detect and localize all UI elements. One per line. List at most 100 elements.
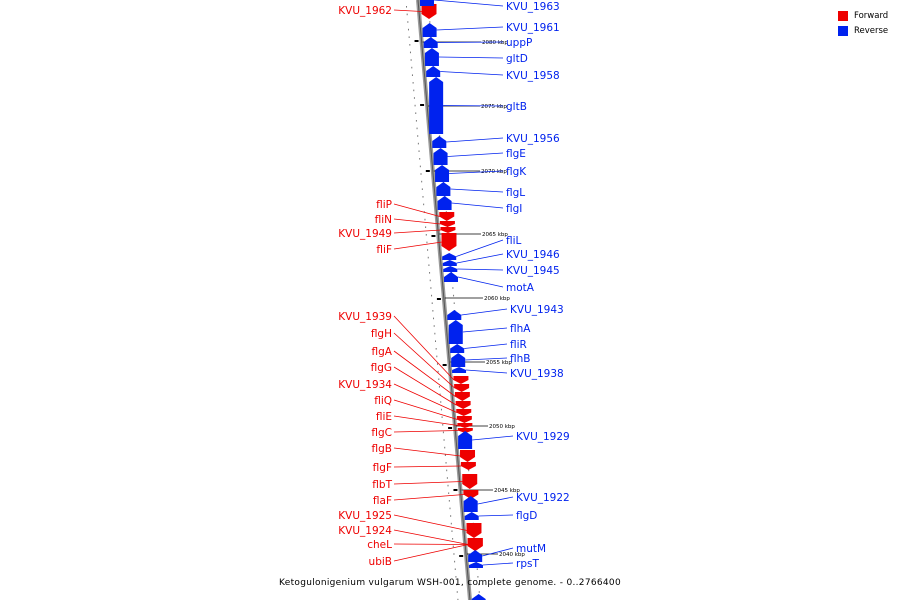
guide-dot — [444, 454, 446, 456]
guide-dot — [425, 226, 427, 228]
guide-dot — [446, 469, 448, 472]
reverse-gene-glyph — [443, 266, 458, 272]
guide-dot — [437, 370, 439, 373]
guide-dot — [432, 310, 434, 312]
guide-dot — [422, 196, 424, 198]
reverse-gene-label: flgE — [506, 148, 526, 160]
reverse-gene-label: KVU_1943 — [510, 304, 564, 316]
guide-dot — [419, 165, 421, 168]
forward-gene-label: flbT — [372, 479, 392, 491]
forward-genes: KVU_1962 fliP fliN KVU_1949 fliF KVU_1939 flgH… — [338, 4, 483, 568]
scale-mark — [436, 298, 441, 300]
guide-dot — [410, 59, 412, 61]
reverse-gene-label: KVU_1946 — [506, 249, 560, 261]
guide-dot — [443, 439, 445, 441]
forward-gene-label: KVU_1934 — [338, 379, 392, 391]
scale-mark — [448, 427, 453, 429]
guide-dot — [453, 302, 455, 304]
reverse-gene-glyph — [435, 165, 450, 182]
tick-label: 2080 kbp — [482, 40, 508, 46]
guide-dot — [435, 348, 437, 350]
reverse-leader-line — [438, 56, 504, 59]
reverse-gene-glyph — [444, 272, 459, 282]
guide-dot — [440, 408, 442, 411]
forward-gene-glyph — [455, 401, 471, 409]
reverse-leader-line — [457, 268, 504, 271]
forward-gene-label: fliN — [375, 214, 392, 226]
reverse-gene-label: KVU_1938 — [510, 368, 564, 380]
forward-gene-glyph — [456, 416, 472, 423]
reverse-gene-label: flhB — [510, 353, 530, 365]
scale-mark — [453, 489, 458, 491]
guide-dot — [419, 158, 421, 160]
forward-leader-line — [393, 350, 456, 397]
genome-caption: Ketogulonigenium vulgarum WSH-001, compl… — [279, 578, 621, 588]
reverse-gene-glyph — [423, 37, 438, 48]
reverse-leader-line — [461, 308, 508, 316]
forward-leader-line — [393, 315, 455, 381]
guide-dot — [468, 469, 470, 472]
reverse-gene-label: gltB — [506, 101, 527, 113]
guide-dot — [414, 104, 416, 107]
reverse-leader-line — [482, 547, 514, 557]
reverse-gene-label: uppP — [506, 37, 532, 49]
guide-dot — [406, 6, 408, 8]
guide-dot — [448, 500, 450, 502]
guide-dot — [453, 294, 455, 297]
forward-gene-glyph — [460, 462, 476, 470]
reverse-gene-label: flhA — [510, 323, 531, 335]
guide-dot — [450, 522, 452, 525]
reverse-gene-label: fliR — [510, 339, 527, 351]
forward-leader-line — [393, 332, 455, 389]
reverse-gene-label: mutM — [516, 543, 546, 555]
forward-gene-label: flgB — [372, 443, 392, 455]
guide-dot — [428, 264, 430, 266]
guide-dot — [413, 97, 415, 99]
forward-gene-label: flaF — [373, 495, 392, 507]
forward-leader-line — [393, 529, 469, 545]
guide-dot — [454, 568, 456, 570]
reverse-gene-glyph — [468, 550, 483, 562]
guide-dot — [442, 424, 444, 426]
forward-gene-glyph — [463, 490, 479, 499]
forward-leader-line — [393, 415, 458, 426]
reverse-gene-glyph — [432, 136, 447, 148]
reverse-leader-line — [449, 170, 504, 174]
reverse-leader-line — [447, 152, 504, 157]
reverse-gene-label: rpsT — [516, 558, 539, 570]
reverse-gene-label: flgL — [506, 187, 525, 199]
guide-dot — [476, 568, 478, 570]
forward-gene-glyph — [460, 450, 476, 462]
guide-dot — [429, 279, 431, 282]
guide-dot — [408, 36, 410, 38]
reverse-gene-glyph — [448, 320, 463, 344]
tick-label: 2045 kbp — [494, 488, 520, 494]
guide-dot — [434, 332, 436, 335]
forward-leader-line — [393, 399, 458, 420]
forward-gene-label: cheL — [367, 539, 392, 551]
forward-gene-label: KVU_1962 — [338, 5, 392, 17]
guide-dot — [430, 36, 432, 38]
guide-dot — [431, 302, 433, 304]
forward-leader-line — [393, 241, 443, 250]
tick-label: 2065 kbp — [482, 232, 508, 238]
reverse-leader-line — [465, 357, 508, 361]
guide-dot — [411, 74, 413, 76]
guide-dot — [448, 492, 450, 494]
reverse-gene-label: KVU_1963 — [506, 1, 560, 13]
reverse-gene-label: KVU_1961 — [506, 22, 560, 34]
forward-gene-label: fliQ — [374, 395, 392, 407]
reverse-gene-label: KVU_1922 — [516, 492, 570, 504]
reverse-leader-line — [443, 105, 504, 107]
forward-leader-line — [393, 481, 463, 485]
reverse-gene-label: KVU_1945 — [506, 265, 560, 277]
reverse-leader-line — [433, 0, 504, 7]
reverse-gene-glyph — [463, 496, 478, 512]
legend-forward: Forward — [838, 8, 888, 23]
guide-dot — [440, 401, 442, 403]
legend-forward-label: Forward — [854, 10, 889, 21]
reverse-gene-glyph — [442, 260, 457, 266]
reverse-gene-label: flgI — [506, 203, 522, 215]
reverse-gene-glyph — [437, 196, 452, 210]
reverse-gene-glyph — [464, 512, 479, 520]
